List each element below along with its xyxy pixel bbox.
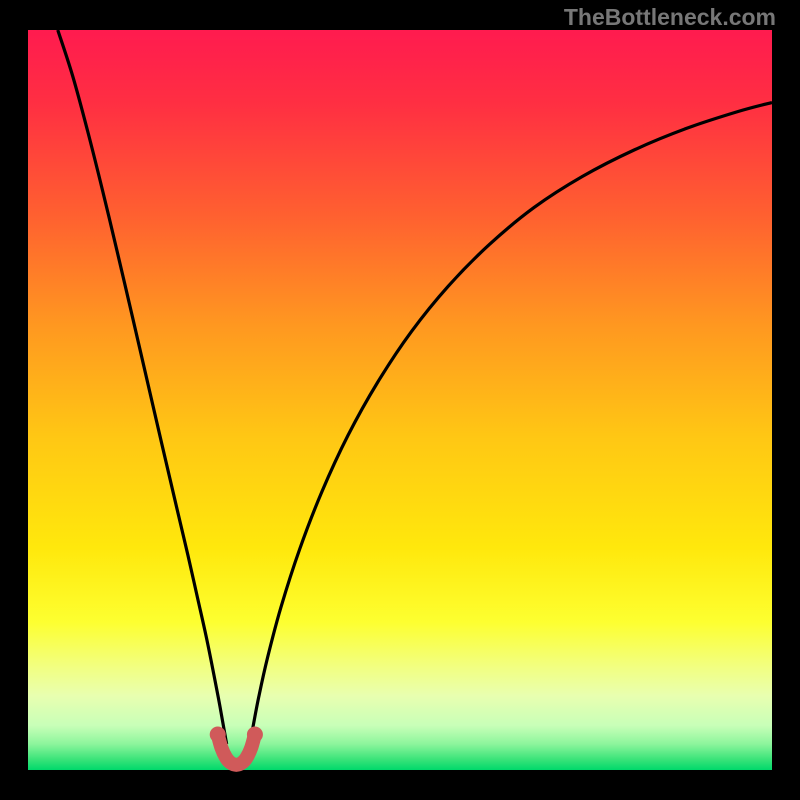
watermark-text: TheBottleneck.com [564,4,776,31]
bottleneck-chart [0,0,800,800]
heat-gradient-background [28,30,772,770]
marker-endpoint [247,726,263,742]
marker-endpoint [210,726,226,742]
chart-frame: TheBottleneck.com [0,0,800,800]
